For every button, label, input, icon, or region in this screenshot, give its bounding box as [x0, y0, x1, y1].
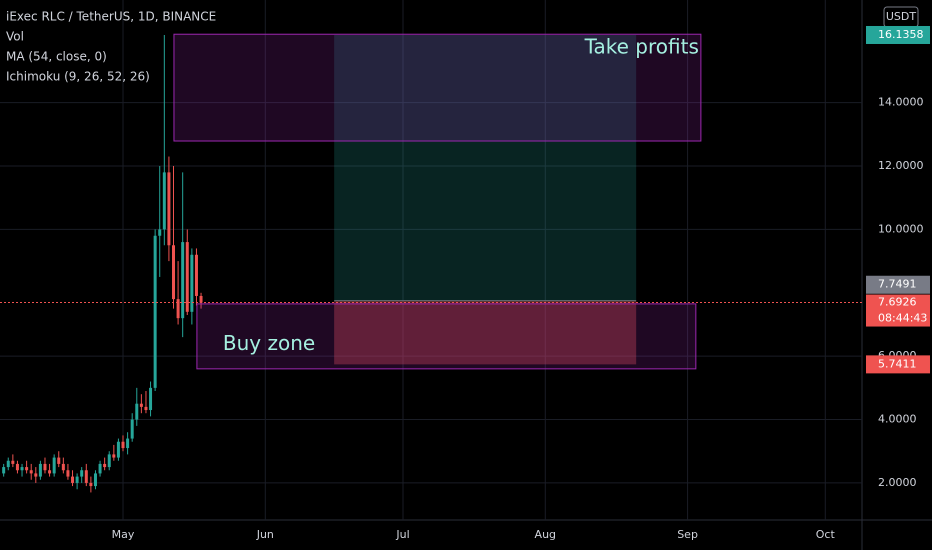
candle-body [167, 172, 171, 246]
candle-body [43, 463, 47, 471]
candle-body [149, 387, 153, 411]
x-tick-label: Jun [256, 528, 274, 541]
price-label-bg [866, 25, 930, 44]
x-tick-label: Oct [816, 528, 836, 541]
zone-box [173, 33, 702, 142]
candle-body [144, 406, 148, 411]
candle-body [89, 482, 93, 487]
candle-body [126, 438, 130, 449]
y-tick-label: 2.0000 [878, 476, 917, 489]
candle-body [158, 229, 162, 236]
candle-body [34, 473, 38, 477]
indicator-label: Vol [6, 30, 24, 44]
price-label-bg [866, 294, 930, 327]
candle-body [61, 463, 65, 471]
plot [2, 34, 203, 493]
price-label: 5.7411 [878, 357, 917, 370]
candle-body [75, 476, 79, 483]
candle-body [57, 457, 61, 464]
candle-body [162, 172, 166, 230]
y-tick-label: 10.0000 [878, 222, 924, 235]
candle-body [84, 470, 88, 483]
candle-body [199, 295, 203, 303]
candle-body [98, 463, 102, 474]
x-tick-label: Aug [535, 528, 556, 541]
candle-body [135, 403, 139, 420]
candle-body [116, 441, 120, 458]
price-label: 7.6926 [878, 296, 917, 309]
y-tick-label: 14.0000 [878, 96, 924, 109]
candle-body [2, 467, 6, 474]
zone-label: Buy zone [223, 331, 315, 355]
indicator-label: Ichimoku (9, 26, 52, 26) [6, 70, 150, 84]
zone-box [196, 303, 697, 370]
candle-body [190, 254, 194, 312]
candle-body [185, 242, 189, 312]
grid [0, 0, 862, 520]
candle-body [130, 419, 134, 439]
chart-title: iExec RLC / TetherUS, 1D, BINANCE [6, 10, 216, 24]
x-tick-label: Jul [395, 528, 409, 541]
candle-body [181, 242, 185, 319]
candle-body [38, 463, 42, 477]
candle-body [11, 460, 15, 464]
candle-body [176, 299, 180, 319]
candle-body [107, 454, 111, 468]
overlay: Take profits Buy zone [0, 33, 862, 370]
candle-body [112, 454, 116, 458]
price-label: 7.7491 [878, 278, 917, 291]
x-tick-label: Sep [677, 528, 698, 541]
candle-body [29, 470, 33, 474]
zone-label: Take profits [584, 35, 699, 59]
candle-body [103, 463, 107, 468]
candle-body [194, 254, 198, 296]
candle-body [71, 476, 75, 483]
candle-body [80, 470, 84, 477]
y-tick-label: 12.0000 [878, 159, 924, 172]
countdown: 08:44:43 [878, 312, 927, 325]
candle-body [48, 470, 52, 474]
candle-body [52, 457, 56, 474]
price-label-bg [866, 355, 930, 374]
candle-body [153, 235, 157, 388]
candle-body [25, 467, 29, 471]
candle-body [139, 403, 143, 407]
loss-area [334, 300, 637, 365]
candle-body [93, 473, 97, 487]
candle-body [20, 467, 24, 471]
indicator-label: MA (54, close, 0) [6, 50, 107, 64]
x-tick-label: May [112, 528, 135, 541]
price-label: 16.1358 [878, 28, 924, 41]
candle-body [66, 470, 70, 477]
candle-body [6, 460, 10, 468]
candle-body [121, 441, 125, 449]
y-tick-label: 4.0000 [878, 413, 917, 426]
currency[interactable]: USDT [886, 10, 917, 23]
price-label-bg [866, 275, 930, 294]
profit-area [334, 34, 637, 301]
candle-body [15, 463, 19, 471]
candle-body [172, 245, 176, 300]
